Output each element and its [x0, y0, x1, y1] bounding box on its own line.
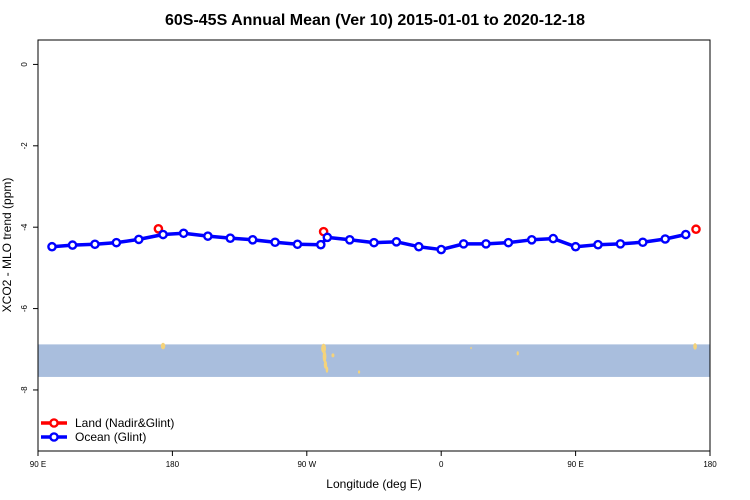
series-line-ocean	[51, 231, 687, 252]
data-point	[270, 237, 280, 248]
x-axis: 90 E 180 90 W 0 90 E 180	[30, 451, 717, 469]
data-point	[153, 224, 164, 234]
data-point	[247, 235, 258, 245]
x-tick-label: 90 E	[30, 460, 46, 469]
legend-item: Ocean (Glint)	[41, 430, 146, 444]
legend-swatch-marker	[49, 432, 59, 442]
y-tick-label: 0	[20, 62, 29, 67]
data-point	[203, 231, 213, 241]
data-point	[570, 241, 581, 252]
data-point	[178, 228, 189, 239]
x-axis-label: Longitude (deg E)	[326, 477, 421, 491]
data-point	[322, 232, 333, 243]
data-point	[369, 237, 379, 248]
data-point	[436, 244, 447, 255]
data-point	[344, 235, 355, 245]
data-point	[47, 241, 57, 252]
y-axis-label: XCO2 - MLO trend (ppm)	[0, 178, 14, 313]
data-point	[548, 233, 559, 244]
legend-swatch-marker	[49, 418, 59, 428]
data-point	[158, 229, 168, 240]
x-tick-label: 0	[439, 460, 444, 469]
series-ocean	[47, 228, 691, 255]
map-land-patch	[322, 350, 327, 363]
data-point	[691, 224, 701, 235]
map-land-patch	[693, 343, 697, 350]
map-land-patch	[323, 360, 328, 369]
data-point	[526, 235, 537, 245]
map-land-patch	[357, 370, 361, 374]
data-point	[413, 241, 424, 252]
map-strip-ocean	[38, 344, 710, 377]
data-point	[593, 239, 603, 250]
map-land-patch	[516, 351, 519, 356]
series-land	[153, 224, 701, 237]
y-axis: 0 -2 -4 -6 -8	[20, 62, 38, 394]
data-point	[481, 239, 491, 249]
x-tick-label: 180	[166, 460, 180, 469]
y-tick-label: -2	[20, 142, 29, 150]
chart-title: 60S-45S Annual Mean (Ver 10) 2015-01-01 …	[165, 12, 585, 29]
data-point	[638, 237, 648, 248]
y-tick-label: -8	[20, 386, 29, 394]
data-point	[458, 239, 469, 249]
data-point	[315, 239, 326, 250]
legend-label: Ocean (Glint)	[75, 430, 146, 444]
map-land-patch	[325, 366, 329, 373]
data-point	[680, 229, 691, 240]
x-tick-label: 90 W	[297, 460, 316, 469]
map-land-patch	[470, 346, 472, 350]
y-tick-label: -4	[20, 223, 29, 231]
map-land-patch	[321, 343, 327, 354]
plot-area	[38, 224, 710, 377]
x-tick-label: 180	[703, 460, 717, 469]
data-point	[111, 237, 122, 248]
legend-item: Land (Nadir&Glint)	[41, 416, 174, 430]
x-tick-label: 90 E	[567, 460, 583, 469]
map-land-patch	[160, 342, 166, 350]
y-tick-label: -6	[20, 304, 29, 312]
map-land-patch	[331, 353, 335, 358]
data-point	[292, 239, 303, 250]
data-point	[615, 239, 626, 249]
legend: Land (Nadir&Glint)Ocean (Glint)	[41, 416, 174, 444]
data-point	[391, 237, 402, 247]
data-point	[660, 234, 671, 244]
data-point	[503, 237, 514, 248]
data-point	[133, 234, 144, 245]
plot-frame	[37, 39, 711, 452]
data-point	[225, 233, 236, 243]
legend-label: Land (Nadir&Glint)	[75, 416, 174, 430]
data-point	[67, 240, 78, 250]
data-point	[90, 239, 100, 250]
